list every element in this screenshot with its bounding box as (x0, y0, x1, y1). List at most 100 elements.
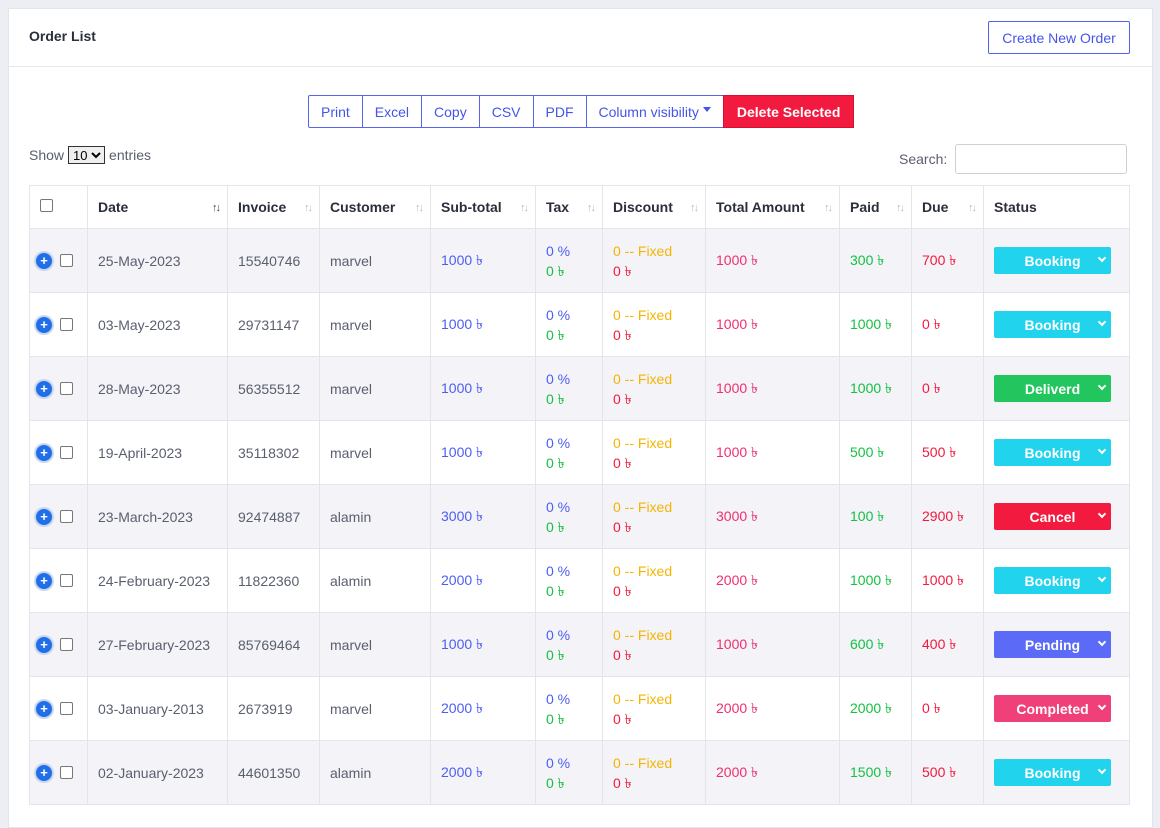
cell-date: 25-May-2023 (87, 228, 228, 293)
column-visibility-button[interactable]: Column visibility (585, 95, 724, 128)
cell-subtotal: 1000 ৳ (430, 292, 536, 357)
cell-paid: 100 ৳ (839, 484, 912, 549)
row-checkbox[interactable] (60, 318, 73, 331)
cell-due: 400 ৳ (911, 612, 984, 677)
cell-date: 27-February-2023 (87, 612, 228, 677)
row-checkbox[interactable] (60, 254, 73, 267)
cell-paid: 1000 ৳ (839, 548, 912, 613)
pdf-button[interactable]: PDF (532, 95, 587, 128)
row-checkbox[interactable] (60, 766, 73, 779)
expand-row-icon[interactable]: + (36, 316, 52, 333)
cell-due: 0 ৳ (911, 356, 984, 421)
column-header-discount[interactable]: Discount ↑↓ (602, 185, 706, 229)
tax-percent: 0 % (546, 626, 571, 643)
cell-subtotal: 1000 ৳ (430, 228, 536, 293)
column-header-total-amount[interactable]: Total Amount ↑↓ (705, 185, 840, 229)
tax-percent: 0 % (546, 306, 571, 323)
entries-select[interactable]: 10 (68, 146, 106, 164)
create-new-order-button[interactable]: Create New Order (988, 21, 1130, 54)
status-dropdown[interactable]: Booking (994, 759, 1111, 786)
cell-tax: 0 % 0 ৳ (535, 740, 603, 805)
expand-row-icon[interactable]: + (36, 636, 52, 653)
discount-amount: 0 ৳ (613, 582, 632, 599)
status-label: Deliverd (1024, 380, 1081, 397)
tax-amount: 0 ৳ (546, 262, 565, 279)
status-dropdown[interactable]: Cancel (994, 503, 1111, 530)
status-dropdown[interactable]: Booking (994, 439, 1111, 466)
column-visibility-label: Column visibility (598, 103, 699, 120)
cell-invoice: 15540746 (227, 228, 320, 293)
delete-selected-button[interactable]: Delete Selected (722, 95, 855, 128)
expand-row-icon[interactable]: + (36, 764, 52, 781)
cell-invoice: 35118302 (227, 420, 320, 485)
column-label: Total Amount (716, 199, 805, 215)
chevron-down-icon (1097, 637, 1107, 647)
status-dropdown[interactable]: Booking (994, 247, 1111, 274)
expand-row-icon[interactable]: + (36, 508, 52, 525)
row-controls: + (29, 228, 88, 293)
expand-row-icon[interactable]: + (36, 444, 52, 461)
cell-date: 03-May-2023 (87, 292, 228, 357)
row-checkbox[interactable] (60, 574, 73, 587)
expand-row-icon[interactable]: + (36, 572, 52, 589)
cell-due: 500 ৳ (911, 740, 984, 805)
excel-button[interactable]: Excel (361, 95, 423, 128)
discount-amount: 0 ৳ (613, 774, 632, 791)
table-header-row: Date ↑↓ Invoice ↑↓ Customer ↑↓ Sub-total ↑↓ … (29, 185, 1130, 229)
expand-row-icon[interactable]: + (36, 252, 52, 269)
sort-icon: ↑↓ (415, 202, 424, 214)
csv-button[interactable]: CSV (478, 95, 534, 128)
column-header-date[interactable]: Date ↑↓ (87, 185, 228, 229)
row-checkbox[interactable] (60, 702, 73, 715)
cell-status: Booking (983, 740, 1130, 805)
column-header-paid[interactable]: Paid ↑↓ (839, 185, 912, 229)
cell-due: 1000 ৳ (911, 548, 984, 613)
row-controls: + (29, 676, 88, 741)
column-header-subtotal[interactable]: Sub-total ↑↓ (430, 185, 536, 229)
print-button[interactable]: Print (308, 95, 363, 128)
column-header-invoice[interactable]: Invoice ↑↓ (227, 185, 320, 229)
page-title: Order List (29, 28, 96, 44)
cell-status: Completed (983, 676, 1130, 741)
status-label: Booking (1024, 764, 1081, 781)
cell-discount: 0 -- Fixed 0 ৳ (602, 228, 706, 293)
table-row: +02-January-2023 44601350 alamin 2000 ৳ 0 % 0… (29, 740, 1130, 805)
column-label: Status (994, 199, 1037, 215)
discount-type: 0 -- Fixed (613, 498, 673, 515)
expand-row-icon[interactable]: + (36, 380, 52, 397)
status-dropdown[interactable]: Deliverd (994, 375, 1111, 402)
expand-row-icon[interactable]: + (36, 700, 52, 717)
cell-date: 02-January-2023 (87, 740, 228, 805)
row-controls: + (29, 292, 88, 357)
column-header-customer[interactable]: Customer ↑↓ (319, 185, 431, 229)
row-checkbox[interactable] (60, 638, 73, 651)
table-body: +25-May-2023 15540746 marvel 1000 ৳ 0 % 0 ৳ 0 … (29, 228, 1130, 805)
cell-discount: 0 -- Fixed 0 ৳ (602, 356, 706, 421)
column-label: Tax (546, 199, 570, 215)
row-checkbox[interactable] (60, 510, 73, 523)
status-dropdown[interactable]: Booking (994, 567, 1111, 594)
status-label: Pending (1024, 636, 1081, 653)
discount-amount: 0 ৳ (613, 454, 632, 471)
cell-date: 23-March-2023 (87, 484, 228, 549)
status-dropdown[interactable]: Completed (994, 695, 1111, 722)
column-header-tax[interactable]: Tax ↑↓ (535, 185, 603, 229)
cell-tax: 0 % 0 ৳ (535, 420, 603, 485)
discount-type: 0 -- Fixed (613, 306, 673, 323)
row-checkbox[interactable] (60, 446, 73, 459)
orders-table: Date ↑↓ Invoice ↑↓ Customer ↑↓ Sub-total ↑↓ … (29, 185, 1130, 805)
status-dropdown[interactable]: Booking (994, 311, 1111, 338)
status-dropdown[interactable]: Pending (994, 631, 1111, 658)
chevron-down-icon (1097, 253, 1107, 263)
search-input[interactable] (955, 144, 1128, 174)
cell-tax: 0 % 0 ৳ (535, 356, 603, 421)
tax-percent: 0 % (546, 498, 571, 515)
copy-button[interactable]: Copy (421, 95, 480, 128)
column-header-due[interactable]: Due ↑↓ (911, 185, 984, 229)
column-label: Date (98, 199, 129, 215)
cell-date: 24-February-2023 (87, 548, 228, 613)
select-all-checkbox[interactable] (40, 199, 53, 212)
cell-customer: marvel (319, 228, 431, 293)
row-checkbox[interactable] (60, 382, 73, 395)
cell-subtotal: 1000 ৳ (430, 356, 536, 421)
